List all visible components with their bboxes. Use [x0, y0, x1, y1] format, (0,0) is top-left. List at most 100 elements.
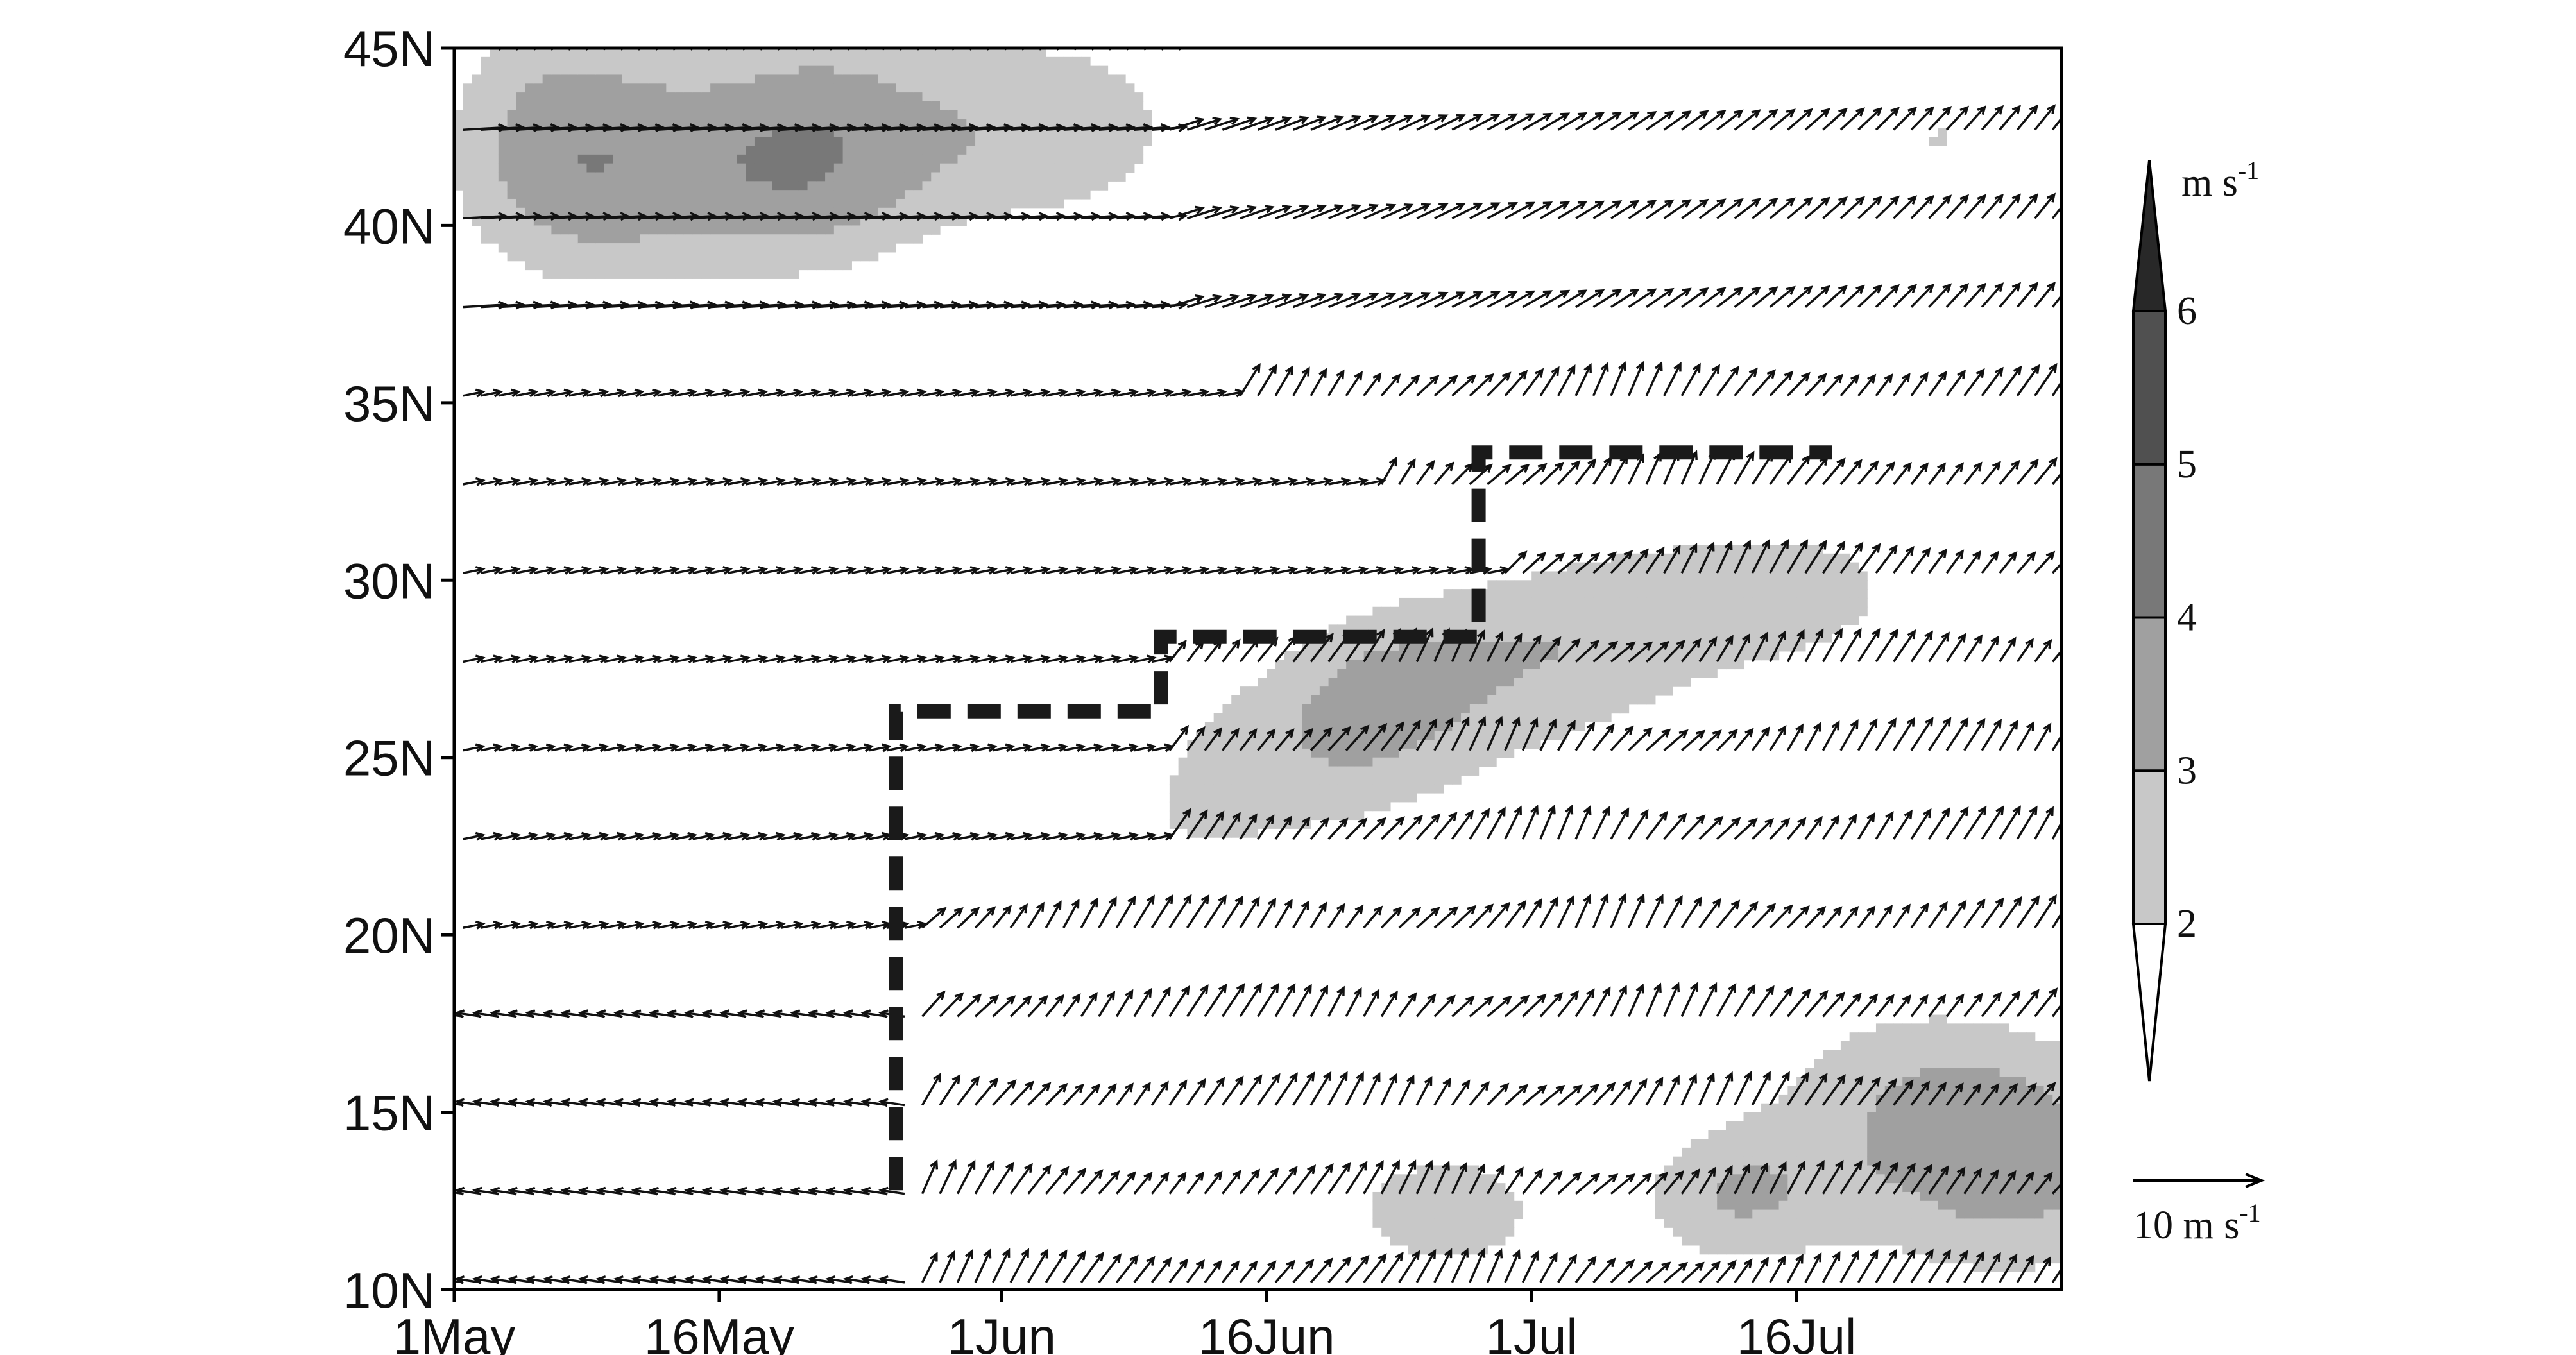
contour-cell: [1240, 722, 1250, 731]
contour-cell: [1602, 571, 1612, 581]
contour-cell: [1708, 669, 1718, 678]
contour-cell: [975, 74, 985, 84]
contour-cell: [1426, 775, 1435, 785]
contour-cell: [1549, 580, 1559, 590]
contour-cell: [1955, 1041, 1965, 1051]
contour-cell: [1849, 1086, 1859, 1095]
contour-cell: [595, 181, 605, 191]
contour-cell: [1426, 1209, 1435, 1220]
wind-vector-head: [1499, 1082, 1510, 1093]
contour-cell: [798, 154, 808, 164]
contour-cell: [984, 154, 994, 164]
contour-cell: [2043, 1077, 2053, 1086]
contour-cell: [604, 269, 614, 279]
contour-cell: [507, 110, 516, 120]
contour-cell: [913, 190, 923, 200]
contour-cell: [1752, 1236, 1762, 1246]
contour-cell: [1390, 1236, 1400, 1246]
contour-cell: [1302, 695, 1311, 705]
contour-cell: [2052, 1209, 2061, 1220]
contour-cell: [1655, 1209, 1665, 1220]
wind-vector-head: [1287, 983, 1296, 993]
contour-cell: [904, 119, 914, 128]
contour-cell: [1496, 1183, 1506, 1193]
contour-cell: [1947, 1156, 1956, 1166]
contour-cell: [666, 207, 676, 217]
contour-cell: [957, 172, 967, 182]
contour-cell: [2034, 1121, 2045, 1130]
wind-vector-head: [1055, 994, 1064, 1004]
wind-vector-head: [454, 1186, 465, 1196]
contour-cell: [472, 154, 481, 164]
contour-cell: [1938, 1183, 1947, 1193]
contour-cell: [1814, 1191, 1823, 1202]
wind-vector: [1327, 1073, 1348, 1106]
contour-cell: [1947, 1139, 1956, 1148]
contour-cell: [1973, 1094, 1983, 1104]
wind-vector: [828, 1189, 852, 1195]
wind-vector-head: [1270, 982, 1279, 993]
contour-cell: [1602, 678, 1612, 687]
contour-cell: [1469, 748, 1480, 758]
contour-cell: [498, 65, 508, 76]
contour-cell: [1284, 713, 1294, 723]
wind-vector-head: [878, 1009, 889, 1019]
wind-vector-head: [1129, 1254, 1139, 1265]
contour-cell: [1743, 1112, 1753, 1121]
contour-cell: [1664, 1191, 1673, 1202]
wind-vector-head: [1888, 1248, 1898, 1259]
contour-cell: [1920, 1236, 1930, 1246]
contour-cell: [1664, 1209, 1673, 1220]
contour-cell: [1805, 1147, 1815, 1157]
contour-cell: [737, 56, 746, 67]
contour-cell: [957, 101, 967, 111]
contour-cell: [869, 74, 879, 84]
wind-vector: [1327, 1163, 1351, 1195]
contour-cell: [975, 83, 985, 93]
contour-cell: [1417, 713, 1426, 723]
wind-vector-head: [1993, 991, 2002, 1001]
contour-cell: [869, 101, 879, 111]
contour-cell: [675, 92, 685, 102]
contour-cell: [1505, 1191, 1515, 1202]
contour-cell: [1019, 74, 1029, 84]
contour-cell: [1911, 1139, 1921, 1148]
wind-vector: [651, 1011, 676, 1018]
contour-cell: [1619, 571, 1630, 581]
contour-cell: [790, 48, 799, 58]
contour-cell: [640, 137, 649, 146]
contour-cell: [1575, 589, 1585, 599]
contour-cell: [498, 137, 508, 146]
contour-cell: [1646, 571, 1656, 581]
contour-cell: [701, 74, 711, 84]
contour-cell: [1955, 1059, 1965, 1069]
contour-cell: [746, 198, 755, 209]
contour-cell: [1505, 1227, 1515, 1237]
contour-cell: [1875, 1103, 1886, 1113]
contour-cell: [1390, 757, 1400, 767]
contour-cell: [507, 56, 516, 67]
wind-vector-head: [1795, 1253, 1804, 1264]
contour-cell: [675, 65, 685, 76]
wind-vector: [1398, 1251, 1420, 1283]
wind-vector: [1415, 994, 1436, 1018]
contour-cell: [525, 198, 534, 209]
wind-vector: [921, 1161, 938, 1195]
contour-cell: [1399, 597, 1409, 608]
contour-cell: [807, 190, 817, 200]
contour-cell: [1584, 669, 1594, 678]
contour-cell: [1884, 1227, 1895, 1237]
contour-cell: [993, 74, 1002, 84]
contour-cell: [781, 163, 790, 173]
contour-cell: [1628, 660, 1638, 670]
contour-cell: [692, 56, 702, 67]
wind-vector-head: [1519, 1084, 1529, 1093]
contour-cell: [1717, 1156, 1727, 1166]
contour-cell: [525, 110, 534, 120]
contour-cell: [1770, 1191, 1780, 1202]
contour-cell: [1690, 1236, 1700, 1246]
contour-cell: [648, 110, 658, 120]
contour-cell: [1169, 784, 1179, 794]
wind-vector: [1504, 1168, 1524, 1195]
contour-cell: [931, 74, 941, 84]
